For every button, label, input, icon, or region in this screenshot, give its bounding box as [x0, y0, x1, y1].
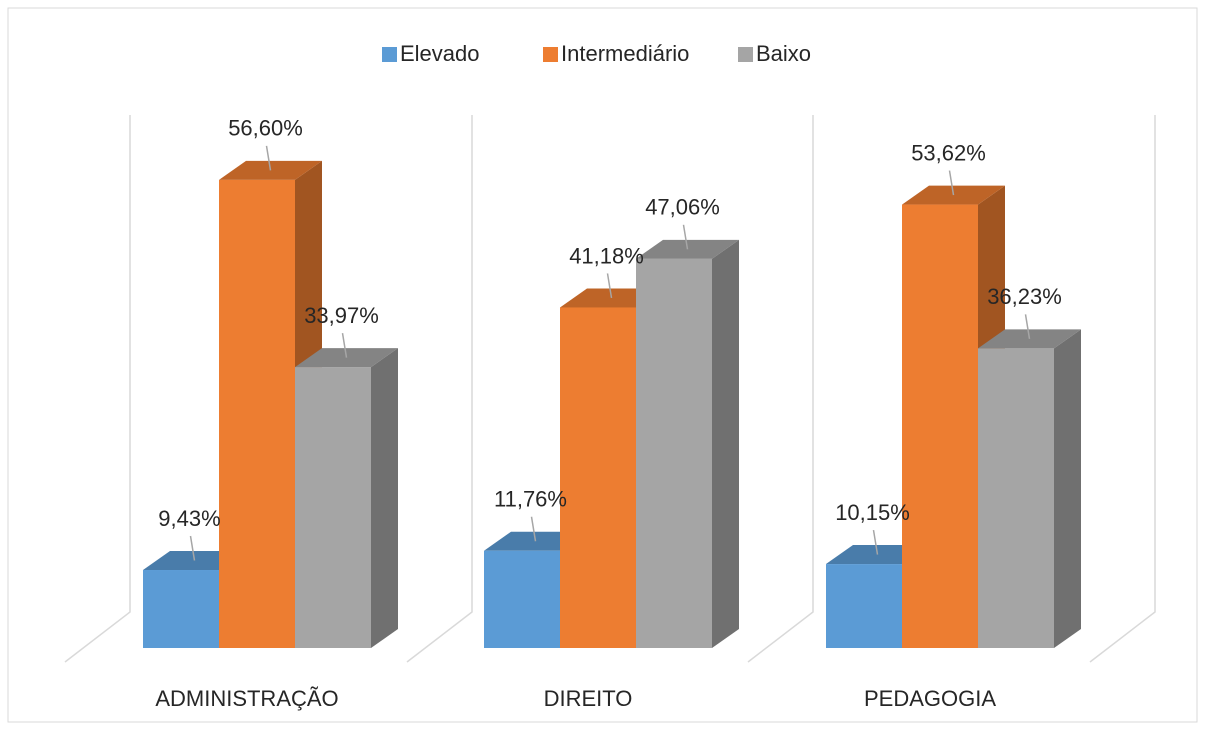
- x-tick-label: ADMINISTRAÇÃO: [155, 686, 338, 711]
- bar: [826, 564, 902, 648]
- legend-label: Baixo: [756, 41, 811, 66]
- legend-label: Intermediário: [561, 41, 689, 66]
- leader-line: [682, 224, 689, 250]
- data-label: 9,43%: [158, 506, 220, 531]
- legend-swatch: [738, 47, 753, 62]
- leader-line: [872, 529, 879, 555]
- x-tick-label: PEDAGOGIA: [864, 686, 996, 711]
- bar: [143, 570, 219, 648]
- leader-line: [606, 273, 613, 299]
- bar-top: [636, 239, 739, 259]
- leader-line: [189, 535, 196, 561]
- bar: [295, 367, 371, 648]
- bar: [484, 550, 560, 648]
- data-label: 36,23%: [987, 284, 1062, 309]
- data-label: 11,76%: [494, 487, 567, 512]
- bar-side: [371, 348, 398, 648]
- data-label: 10,15%: [835, 500, 910, 525]
- data-label: 41,18%: [569, 243, 644, 268]
- bar: [560, 307, 636, 648]
- data-label: 47,06%: [645, 195, 720, 220]
- data-label: 53,62%: [911, 140, 986, 165]
- legend-swatch: [543, 47, 558, 62]
- bar: [978, 348, 1054, 648]
- x-tick-label: DIREITO: [544, 686, 633, 711]
- bar: [219, 179, 295, 648]
- bar: [636, 258, 712, 648]
- leader-line: [1024, 314, 1031, 339]
- data-label: 56,60%: [228, 116, 303, 141]
- leader-line: [530, 516, 537, 542]
- leader-line: [265, 145, 272, 171]
- bar-side: [1054, 329, 1081, 648]
- leader-line: [341, 332, 348, 358]
- legend-swatch: [382, 47, 397, 62]
- bar-side: [712, 239, 739, 649]
- walls: [64, 115, 1156, 663]
- bar: [902, 204, 978, 648]
- legend-label: Elevado: [400, 41, 480, 66]
- data-label: 33,97%: [304, 303, 379, 328]
- leader-line: [948, 170, 955, 196]
